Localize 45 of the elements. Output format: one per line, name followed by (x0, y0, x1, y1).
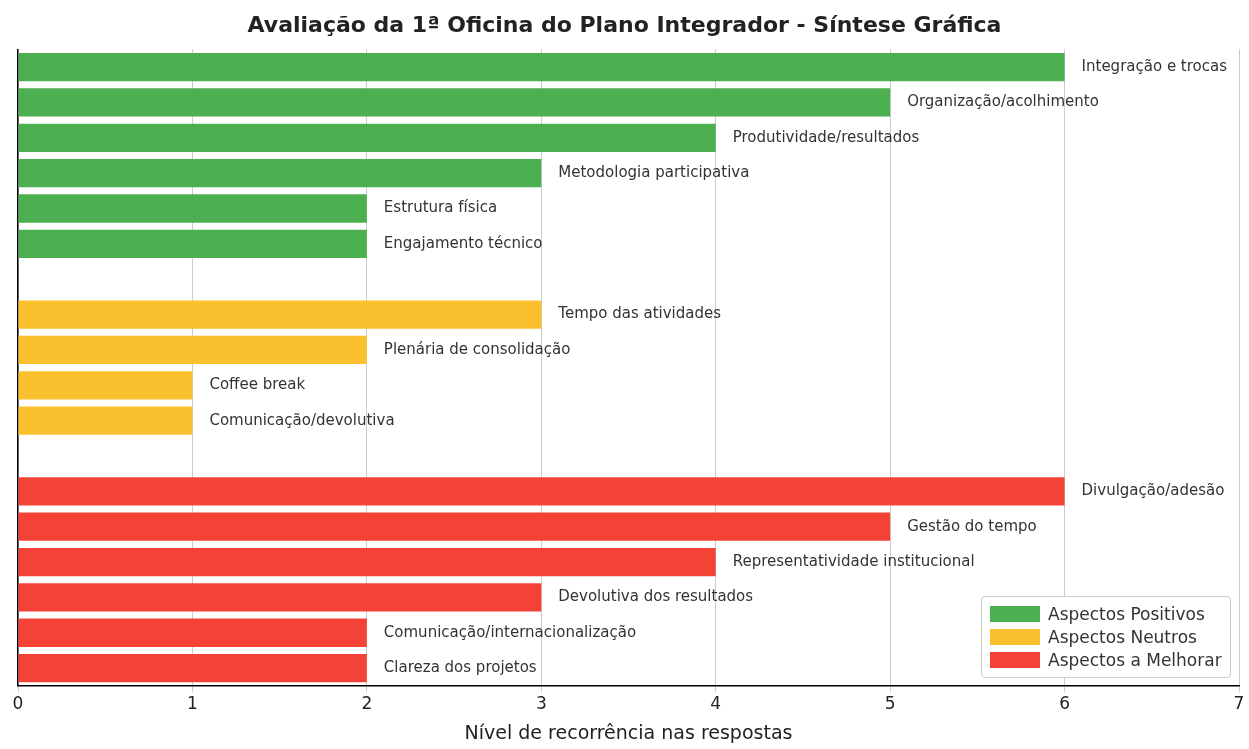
bar (18, 512, 891, 541)
bar (18, 335, 367, 365)
y-tick-label: Estrutura física (383, 198, 498, 217)
y-tick-label: Clareza dos projetos (383, 658, 537, 677)
y-tick-label: Produtividade/resultados (732, 127, 920, 146)
x-tick-label: 3 (535, 693, 547, 714)
bar (18, 477, 1065, 506)
x-tick-label: 5 (884, 693, 896, 714)
x-tick-label: 1 (187, 693, 198, 714)
bar (18, 300, 542, 329)
x-tick-label: 4 (710, 693, 722, 714)
bar (18, 618, 367, 647)
y-tick-label: Tempo das atividades (557, 304, 722, 323)
y-tick-label: Gestão do tempo (907, 516, 1037, 535)
legend-label: Aspectos Positivos (1048, 603, 1205, 624)
y-tick-label: Comunicação/devolutiva (209, 410, 395, 429)
y-tick-label: Metodologia participativa (558, 163, 750, 182)
bar (18, 159, 542, 188)
bar (18, 406, 193, 435)
bar (18, 583, 542, 612)
y-tick-label: Representatividade institucional (732, 551, 975, 570)
y-tick-label: Coffee break (209, 375, 306, 394)
y-tick-label: Engajamento técnico (383, 233, 543, 252)
y-tick-label: Integração e trocas (1081, 56, 1228, 75)
x-axis-title: Nível de recorrência nas respostas (464, 720, 793, 743)
legend-label: Aspectos Neutros (1048, 626, 1197, 647)
chart-title: Avaliação da 1ª Oficina do Plano Integrador - Síntese Gráfica (247, 11, 1002, 37)
y-tick-label: Comunicação/internacionalização (383, 622, 637, 641)
bar (18, 52, 1065, 82)
y-tick-label: Plenária de consolidação (383, 339, 571, 358)
bar (18, 229, 367, 258)
bar (18, 371, 193, 400)
bar (18, 88, 891, 117)
y-tick-label: Organização/acolhimento (907, 92, 1099, 111)
y-tick-label: Divulgação/adesão (1081, 481, 1225, 500)
bar (18, 547, 716, 577)
bar (18, 194, 367, 223)
bar (18, 123, 716, 152)
x-tick-label: 2 (361, 693, 373, 714)
legend-label: Aspectos a Melhorar (1048, 649, 1222, 670)
y-tick-label: Devolutiva dos resultados (558, 587, 754, 606)
x-tick-label: 6 (1059, 693, 1070, 714)
x-tick-label: 7 (1233, 693, 1245, 714)
bar (18, 653, 367, 683)
x-tick-label: 0 (12, 693, 24, 714)
